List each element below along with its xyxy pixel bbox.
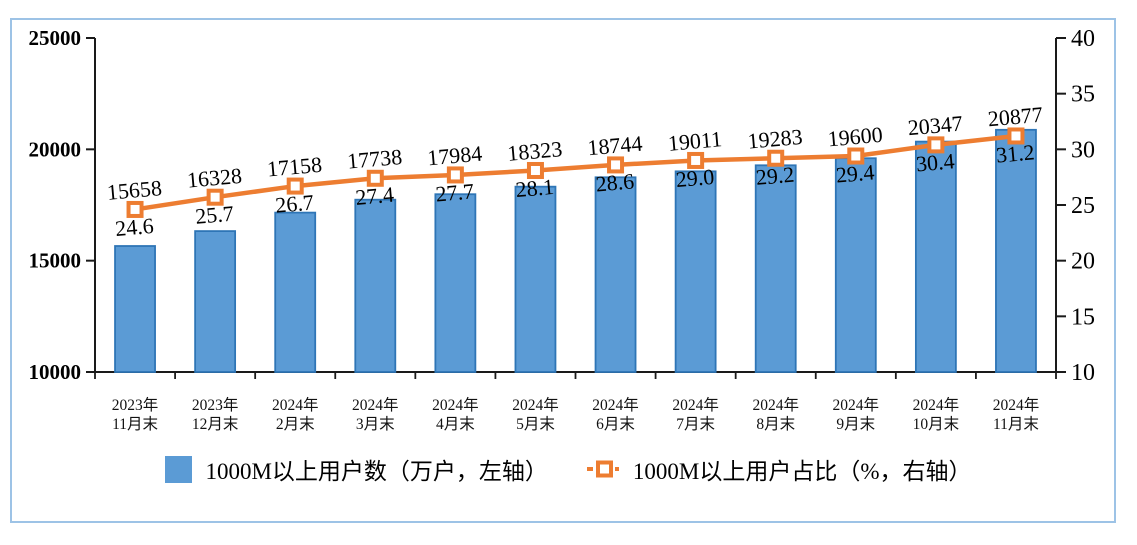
pct-value-label: 31.2 <box>995 139 1036 167</box>
bar-value-label: 18744 <box>586 131 643 161</box>
line-marker <box>847 147 865 165</box>
legend: 1000M以上用户数（万户，左轴） 1000M以上用户占比（%，右轴） <box>0 452 1137 486</box>
x-category-label: 2024年 5月末 <box>512 396 559 433</box>
right-axis-tick-label: 20 <box>1071 249 1095 275</box>
line-marker <box>206 188 224 206</box>
right-axis-tick-label: 15 <box>1071 304 1095 330</box>
right-axis-tick-label: 30 <box>1071 137 1095 163</box>
line-marker <box>1007 127 1025 145</box>
pct-value-label: 27.7 <box>434 178 475 206</box>
bar <box>274 211 317 373</box>
pct-value-label: 28.1 <box>515 174 556 202</box>
bar <box>354 198 397 373</box>
bar-value-label: 17738 <box>346 144 403 174</box>
bar-value-label: 16328 <box>186 163 243 193</box>
bar <box>594 176 637 373</box>
pct-value-label: 24.6 <box>114 213 155 241</box>
bar-value-label: 19600 <box>827 122 884 152</box>
x-category-label: 2024年 2月末 <box>272 396 319 433</box>
x-category-label: 2023年 12月末 <box>192 396 239 433</box>
bar <box>194 230 237 373</box>
legend-item-bar-series: 1000M以上用户数（万户，左轴） <box>165 452 548 486</box>
x-category-label: 2024年 4月末 <box>432 396 479 433</box>
pct-value-label: 29.2 <box>755 162 796 190</box>
line-series <box>134 133 1017 212</box>
bar-value-label: 15658 <box>106 175 163 205</box>
line-marker <box>286 177 304 195</box>
right-axis-tick-label: 10 <box>1071 360 1095 386</box>
line-marker <box>687 151 705 169</box>
left-axis-tick-label: 25000 <box>29 26 82 50</box>
line-series-marker-icon <box>586 460 619 478</box>
bar-value-label: 19283 <box>747 124 804 154</box>
x-category-label: 2024年 7月末 <box>672 396 719 433</box>
bar <box>514 185 557 373</box>
pct-value-label: 30.4 <box>915 148 956 176</box>
line-marker <box>767 149 785 167</box>
bar <box>434 193 477 373</box>
x-category-label: 2024年 3月末 <box>352 396 399 433</box>
line-marker <box>927 136 945 154</box>
bar <box>995 128 1037 373</box>
bar-value-label: 19011 <box>667 126 723 156</box>
bar-value-label: 20347 <box>907 111 964 141</box>
pct-value-label: 25.7 <box>194 201 235 229</box>
left-axis-tick-label: 20000 <box>29 137 82 161</box>
bar <box>914 140 957 373</box>
left-axis-tick-label: 15000 <box>29 249 82 273</box>
line-marker <box>526 161 544 179</box>
legend-label-line-series: 1000M以上用户占比（%，右轴） <box>632 459 972 484</box>
bar <box>834 157 877 373</box>
bar <box>114 245 156 373</box>
right-axis-tick-label: 35 <box>1071 82 1095 108</box>
bar <box>674 170 717 373</box>
legend-item-line-series: 1000M以上用户占比（%，右轴） <box>586 452 972 486</box>
bar-value-label: 20877 <box>987 102 1044 132</box>
bar-value-label: 17984 <box>426 141 483 171</box>
x-category-label: 2024年 11月末 <box>993 396 1040 433</box>
line-marker <box>607 156 625 174</box>
line-marker <box>446 166 464 184</box>
pct-value-label: 28.6 <box>595 168 636 196</box>
x-category-label: 2024年 9月末 <box>833 396 880 433</box>
bar <box>754 164 797 373</box>
pct-value-label: 29.4 <box>835 159 876 187</box>
pct-value-label: 26.7 <box>274 189 315 217</box>
pct-value-label: 27.4 <box>354 182 395 210</box>
line-marker <box>126 200 144 218</box>
x-category-label: 2024年 6月末 <box>592 396 639 433</box>
line-marker <box>366 169 384 187</box>
x-category-label: 2023年 11月末 <box>112 396 159 433</box>
x-category-label: 2024年 8月末 <box>752 396 799 433</box>
bar-series-swatch-icon <box>165 455 193 483</box>
bar-value-label: 18323 <box>506 136 563 166</box>
right-axis-tick-label: 40 <box>1071 26 1095 52</box>
right-axis-tick-label: 25 <box>1071 193 1095 219</box>
legend-label-bar-series: 1000M以上用户数（万户，左轴） <box>205 459 548 484</box>
left-axis-tick-label: 10000 <box>29 360 82 384</box>
pct-value-label: 29.0 <box>675 164 716 192</box>
bar-value-label: 17158 <box>266 152 323 182</box>
x-category-label: 2024年 10月末 <box>913 396 960 433</box>
